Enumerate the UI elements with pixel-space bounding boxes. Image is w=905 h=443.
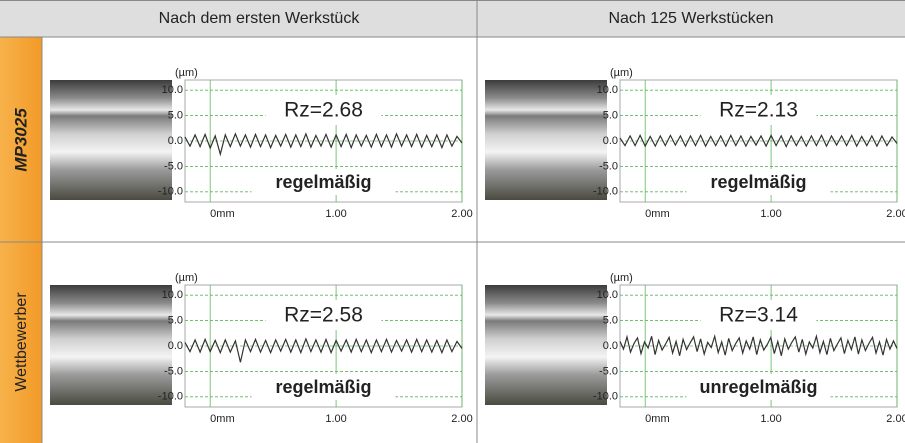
surface-photo bbox=[50, 285, 172, 405]
row-label: Wettbewerber bbox=[13, 292, 30, 392]
y-tick-label: 0.0 bbox=[168, 340, 183, 352]
rz-box bbox=[700, 95, 817, 125]
x-tick-label: 1.00 bbox=[325, 208, 346, 220]
x-tick-label: 2.00 bbox=[451, 413, 472, 425]
unit-label: (µm) bbox=[610, 67, 633, 79]
x-tick-label: 2.00 bbox=[886, 208, 905, 220]
y-tick-label: -5.0 bbox=[599, 365, 618, 377]
profile-line bbox=[184, 132, 463, 157]
profile-line bbox=[619, 333, 898, 357]
rating-box bbox=[251, 374, 396, 400]
column-header: Nach dem ersten Werkstück bbox=[159, 10, 361, 27]
y-tick-label: 0.0 bbox=[603, 135, 618, 147]
y-tick-label: 0.0 bbox=[603, 340, 618, 352]
rating-box bbox=[686, 374, 831, 400]
x-tick-label: 1.00 bbox=[760, 208, 781, 220]
profile-line bbox=[184, 337, 463, 363]
y-tick-label: -10.0 bbox=[593, 186, 618, 198]
rz-value: Rz=2.68 bbox=[284, 99, 363, 122]
y-tick-label: 10.0 bbox=[597, 289, 618, 301]
unit-label: (µm) bbox=[175, 272, 198, 284]
y-tick-label: 5.0 bbox=[168, 314, 183, 326]
unit-label: (µm) bbox=[175, 67, 198, 79]
surface-photo bbox=[485, 285, 607, 405]
x-tick-label: 0mm bbox=[645, 413, 669, 425]
y-tick-label: -10.0 bbox=[158, 186, 183, 198]
rz-box bbox=[265, 95, 382, 125]
surface-photo bbox=[485, 80, 607, 200]
x-tick-label: 2.00 bbox=[451, 208, 472, 220]
rz-box bbox=[700, 300, 817, 330]
x-tick-label: 0mm bbox=[210, 413, 234, 425]
rz-value: Rz=3.14 bbox=[719, 304, 798, 327]
y-tick-label: 10.0 bbox=[162, 84, 183, 96]
column-header: Nach 125 Werkstücken bbox=[608, 10, 773, 27]
row-label-bg bbox=[0, 37, 42, 443]
x-tick-label: 0mm bbox=[645, 208, 669, 220]
y-tick-label: -5.0 bbox=[164, 365, 183, 377]
y-tick-label: 5.0 bbox=[603, 314, 618, 326]
y-tick-label: -5.0 bbox=[164, 160, 183, 172]
y-tick-label: 5.0 bbox=[603, 109, 618, 121]
rating: unregelmäßig bbox=[699, 377, 817, 397]
row-label: MP3025 bbox=[11, 108, 30, 172]
x-tick-label: 1.00 bbox=[325, 413, 346, 425]
surface-photo bbox=[50, 80, 172, 200]
x-tick-label: 0mm bbox=[210, 208, 234, 220]
x-tick-label: 2.00 bbox=[886, 413, 905, 425]
y-tick-label: -10.0 bbox=[593, 391, 618, 403]
rating-box bbox=[686, 169, 831, 195]
y-tick-label: 0.0 bbox=[168, 135, 183, 147]
rz-box bbox=[265, 300, 382, 330]
profile-line bbox=[619, 134, 898, 149]
y-tick-label: -5.0 bbox=[599, 160, 618, 172]
rating: regelmäßig bbox=[275, 172, 371, 192]
rating: regelmäßig bbox=[275, 377, 371, 397]
rating: regelmäßig bbox=[710, 172, 806, 192]
y-tick-label: 5.0 bbox=[168, 109, 183, 121]
unit-label: (µm) bbox=[610, 272, 633, 284]
header-bg bbox=[0, 0, 905, 37]
y-tick-label: 10.0 bbox=[597, 84, 618, 96]
rz-value: Rz=2.58 bbox=[284, 304, 363, 327]
rating-box bbox=[251, 169, 396, 195]
y-tick-label: -10.0 bbox=[158, 391, 183, 403]
x-tick-label: 1.00 bbox=[760, 413, 781, 425]
rz-value: Rz=2.13 bbox=[719, 99, 798, 122]
y-tick-label: 10.0 bbox=[162, 289, 183, 301]
